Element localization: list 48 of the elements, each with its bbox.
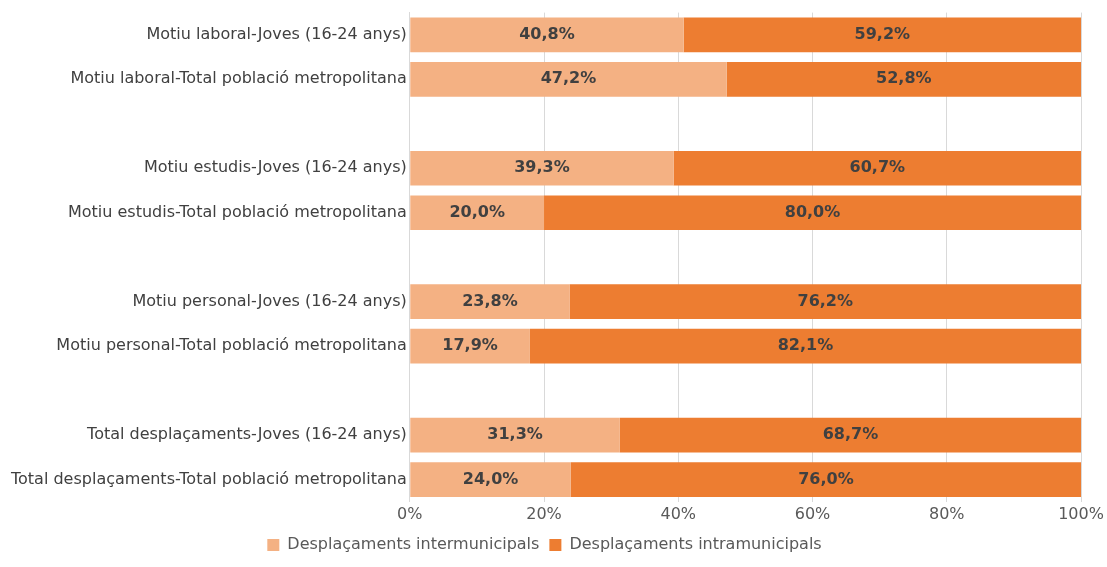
y-tick-label: Motiu laboral-Joves (16-24 anys)	[146, 23, 407, 43]
y-tick-label: Motiu estudis-Joves (16-24 anys)	[143, 157, 407, 177]
y-tick-label: Motiu personal-Total població metropolitana	[56, 335, 407, 355]
data-label: 76,0%	[798, 468, 854, 488]
bar	[410, 417, 620, 453]
bar	[619, 417, 1081, 453]
data-label: 23,8%	[462, 290, 518, 310]
x-tick-label: 20%	[526, 503, 562, 523]
bar	[544, 195, 1081, 231]
bar	[410, 328, 530, 364]
data-label: 60,7%	[849, 157, 906, 177]
legend-label: Desplaçaments intermunicipals	[287, 534, 540, 554]
x-tick-label: 100%	[1058, 503, 1104, 523]
y-tick-label: Motiu estudis-Total població metropolitana	[67, 201, 407, 221]
bar	[410, 195, 545, 231]
data-label: 17,9%	[442, 335, 498, 355]
y-tick-label: Total desplaçaments-Joves (16-24 anys)	[86, 424, 407, 444]
data-label: 80,0%	[784, 201, 841, 221]
data-label: 24,0%	[462, 468, 519, 488]
data-label: 47,2%	[540, 68, 597, 88]
y-tick-label: Motiu laboral-Total població metropolitana	[70, 68, 407, 88]
bar	[673, 150, 1081, 186]
data-label: 40,8%	[519, 23, 575, 43]
data-label: 82,1%	[777, 335, 834, 355]
legend-label: Desplaçaments intramunicipals	[569, 534, 822, 554]
x-tick-label: 80%	[928, 503, 965, 523]
y-tick-label: Total desplaçaments-Total població metropolitana	[10, 468, 407, 488]
bar	[570, 462, 1081, 497]
data-label: 68,7%	[822, 424, 879, 444]
x-tick-label: 0%	[397, 503, 423, 523]
x-tick-label: 40%	[660, 503, 697, 523]
data-label: 20,0%	[449, 201, 505, 221]
bar	[726, 61, 1081, 97]
data-label: 76,2%	[797, 290, 854, 310]
data-label: 39,3%	[514, 157, 570, 177]
bar	[529, 328, 1081, 364]
bar	[410, 462, 571, 497]
data-label: 59,2%	[854, 23, 911, 43]
bar	[569, 284, 1081, 320]
bar	[410, 61, 727, 97]
y-tick-label: Motiu personal-Joves (16-24 anys)	[132, 290, 407, 310]
data-label: 31,3%	[487, 424, 543, 444]
bar	[410, 17, 684, 53]
x-tick-label: 60%	[794, 503, 831, 523]
bar	[410, 284, 570, 320]
bar	[683, 17, 1081, 53]
bar	[410, 150, 674, 186]
data-label: 52,8%	[876, 68, 932, 88]
